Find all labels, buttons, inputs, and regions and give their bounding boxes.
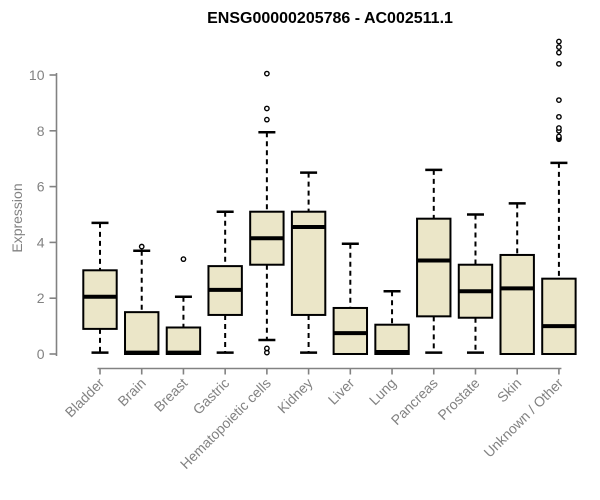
- x-tick-label: Skin: [494, 375, 525, 406]
- y-tick-label: 0: [37, 346, 45, 362]
- outlier-point: [263, 105, 270, 112]
- box: [82, 269, 118, 330]
- outlier-point: [556, 44, 562, 50]
- box: [374, 323, 410, 355]
- box: [165, 326, 202, 355]
- x-tick-label: Liver: [325, 375, 358, 408]
- box: [332, 306, 369, 355]
- x-tick-label: Breast: [151, 375, 191, 415]
- outlier-point: [263, 116, 270, 123]
- outlier-point: [556, 38, 562, 45]
- outlier-point: [556, 49, 562, 56]
- x-tick-label: Bladder: [62, 375, 108, 421]
- box: [124, 311, 160, 355]
- outlier-point: [263, 345, 270, 352]
- x-tick-label: Lung: [366, 375, 399, 408]
- x-tick-label: Kidney: [274, 375, 316, 417]
- y-tick-label: 8: [37, 123, 45, 139]
- x-tick-label: Prostate: [434, 375, 482, 423]
- y-tick-label: 4: [37, 234, 45, 250]
- box: [416, 217, 452, 318]
- outlier-point: [138, 243, 145, 250]
- outlier-point: [263, 70, 270, 77]
- outlier-point: [556, 97, 562, 104]
- outlier-point: [180, 256, 187, 263]
- box: [499, 253, 535, 355]
- chart-title: ENSG00000205786 - AC002511.1: [207, 10, 453, 27]
- outlier-point: [556, 125, 562, 131]
- box: [541, 277, 577, 356]
- y-tick-label: 6: [37, 179, 45, 195]
- x-tick-label: Unknown / Other: [480, 375, 566, 461]
- outlier-point: [556, 133, 562, 140]
- outlier-point: [556, 60, 562, 67]
- outlier-point: [556, 113, 562, 120]
- y-tick-label: 10: [29, 67, 45, 83]
- y-tick-label: 2: [37, 290, 45, 306]
- x-tick-label: Brain: [114, 375, 148, 409]
